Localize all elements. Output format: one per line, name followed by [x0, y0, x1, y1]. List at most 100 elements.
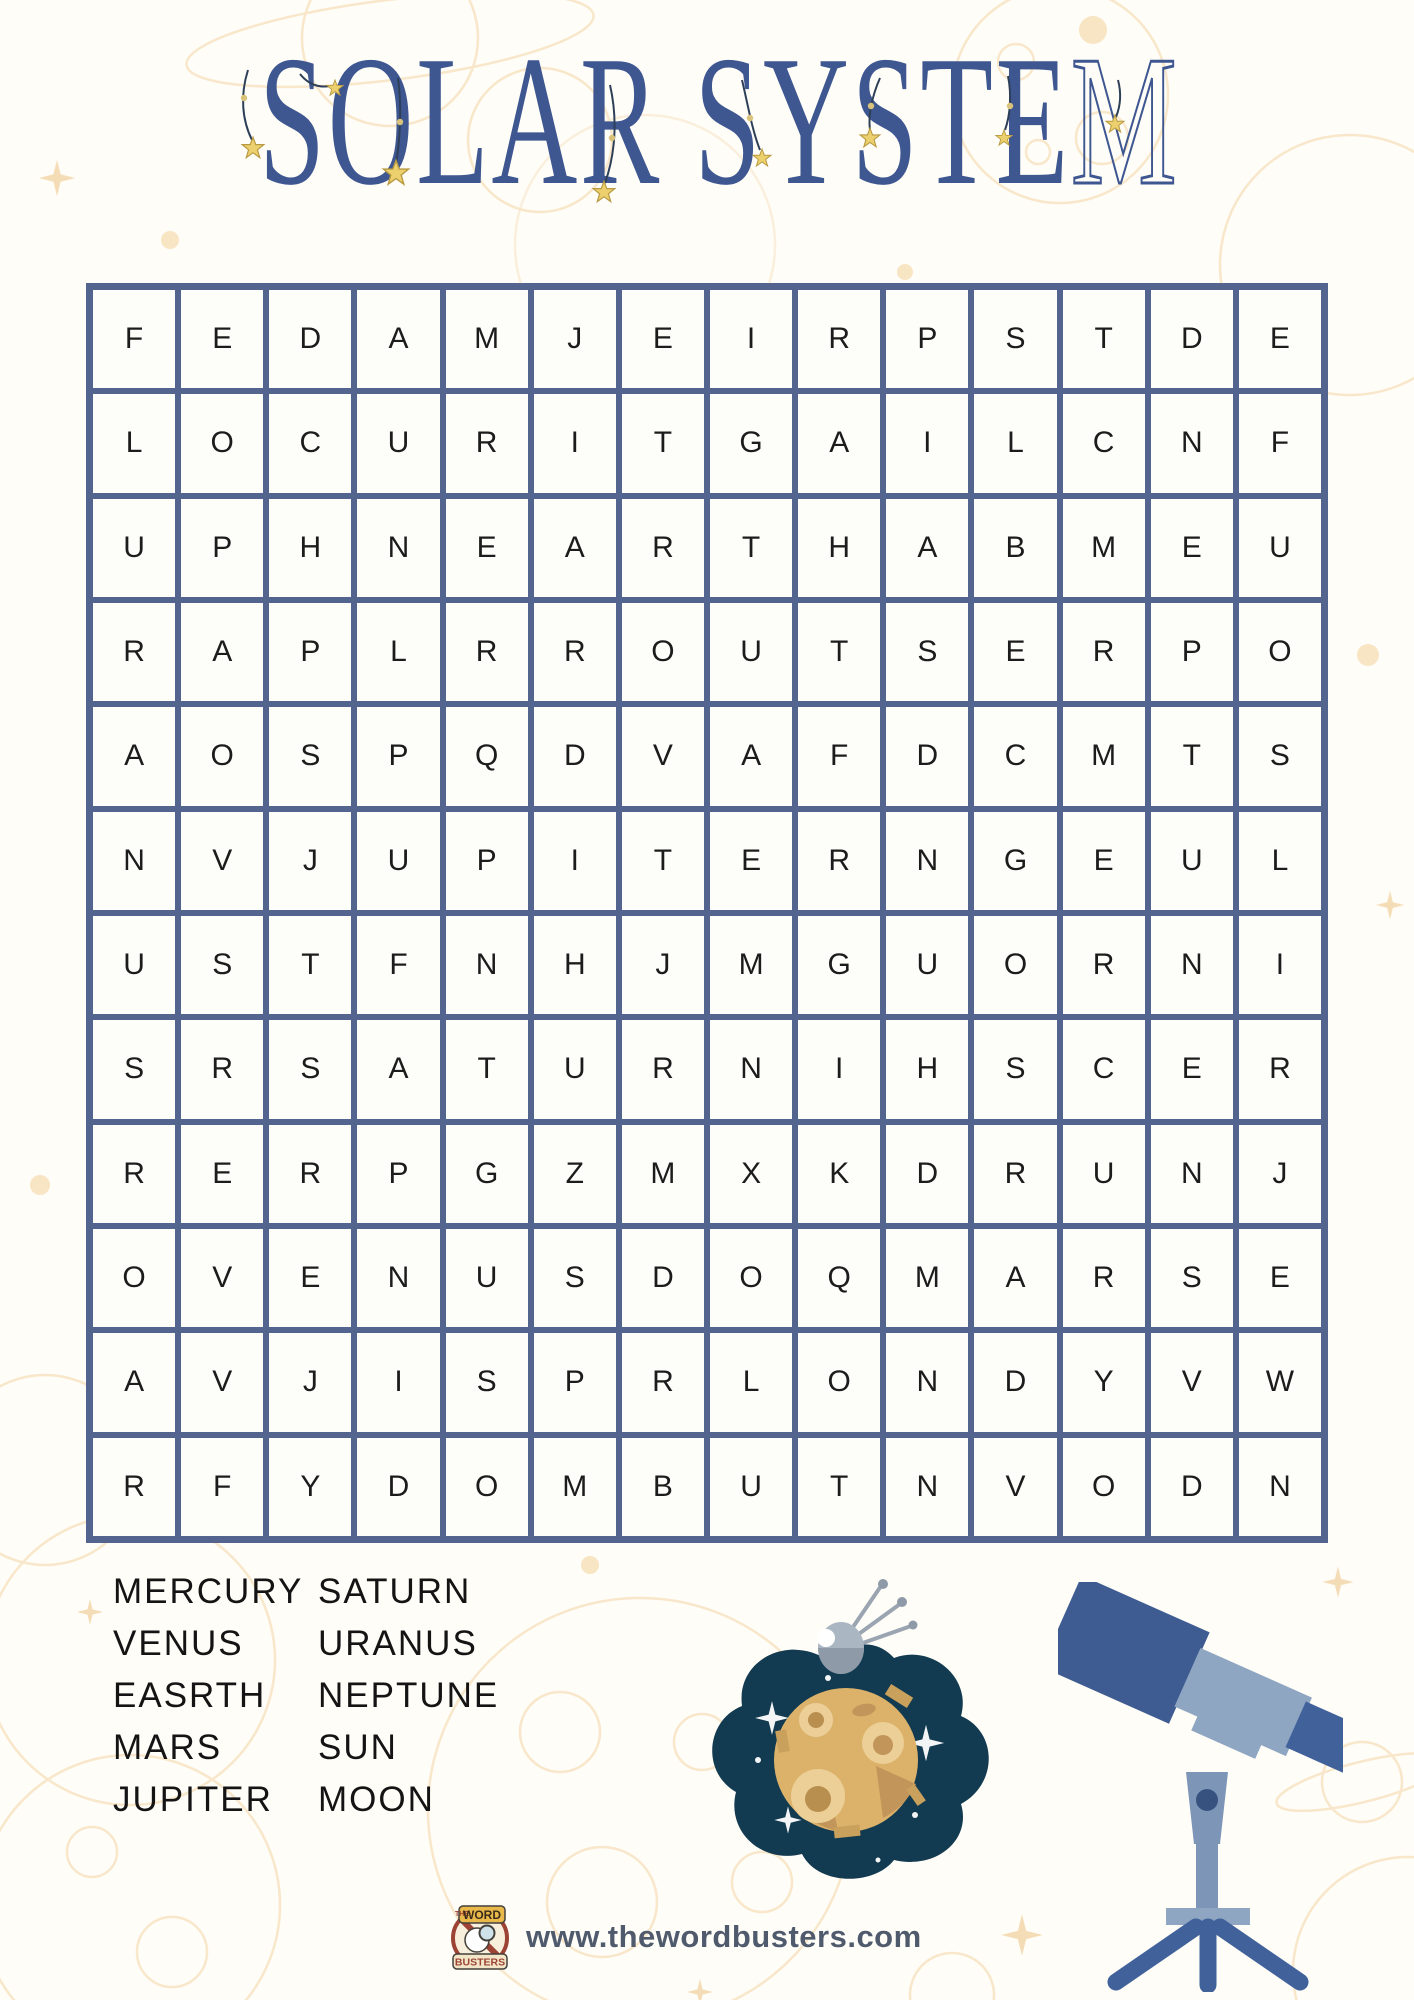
grid-cell-letter: P — [533, 1333, 616, 1432]
grid-cell-letter: D — [1150, 290, 1233, 389]
grid-cell-letter: B — [974, 498, 1057, 597]
grid-cell-letter: N — [357, 498, 440, 597]
grid-cell-letter: A — [533, 498, 616, 597]
grid-cell-letter: S — [886, 603, 969, 702]
grid-cell-letter: A — [798, 394, 881, 493]
grid-cell-letter: D — [886, 1124, 969, 1223]
grid-cell-letter: C — [1062, 394, 1145, 493]
grid-cell-letter: N — [886, 1333, 969, 1432]
wordbusters-logo: THE WORD BUSTERS — [451, 1905, 509, 1970]
grid-cell-letter: V — [181, 1333, 264, 1432]
grid-cell-letter: U — [445, 1229, 528, 1328]
satellite — [817, 1579, 918, 1674]
grid-cell-letter: R — [621, 1020, 704, 1119]
grid-cell-letter: D — [621, 1229, 704, 1328]
grid-cell-letter: A — [93, 1333, 176, 1432]
telescope-tripod — [1107, 1918, 1309, 1992]
grid-cell-letter: E — [710, 811, 793, 910]
grid-cell-letter: G — [798, 916, 881, 1015]
telescope-back-box — [1058, 1582, 1210, 1724]
grid-cell-letter: R — [181, 1020, 264, 1119]
grid-cell-letter: S — [1150, 1229, 1233, 1328]
word-list-right-column: SATURN URANUS NEPTUNE SUN MOON — [318, 1566, 499, 1826]
grid-cell-letter: N — [710, 1020, 793, 1119]
grid-cell-letter: Q — [445, 707, 528, 806]
grid-cell-letter: P — [181, 498, 264, 597]
word-list-item: MARS — [113, 1728, 223, 1767]
grid-cell-letter: U — [533, 1020, 616, 1119]
grid-cell-letter: T — [1150, 707, 1233, 806]
grid-cell-letter: N — [886, 811, 969, 910]
grid-cell-letter: Y — [1062, 1333, 1145, 1432]
grid-cell-letter: S — [445, 1333, 528, 1432]
grid-cell-letter: P — [886, 290, 969, 389]
grid-cell-letter: G — [974, 811, 1057, 910]
grid-cell-letter: F — [798, 707, 881, 806]
grid-cell-letter: D — [1150, 1437, 1233, 1536]
grid-cell-letter: R — [798, 290, 881, 389]
grid-cell-letter: I — [886, 394, 969, 493]
grid-cell-letter: O — [621, 603, 704, 702]
grid-cell-letter: N — [1150, 916, 1233, 1015]
grid-cell-letter: R — [93, 1124, 176, 1223]
grid-cell-letter: U — [93, 916, 176, 1015]
website-url[interactable]: www.thewordbusters.com — [526, 1919, 922, 1954]
telescope-front-tube — [1285, 1701, 1343, 1779]
grid-cell-letter: T — [621, 811, 704, 910]
grid-cell-letter: O — [181, 394, 264, 493]
grid-cell-letter: D — [533, 707, 616, 806]
grid-cell-letter: N — [445, 916, 528, 1015]
grid-cell-letter: R — [798, 811, 881, 910]
grid-cell-letter: O — [1062, 1437, 1145, 1536]
page-title-outline: M — [1070, 18, 1180, 224]
grid-cell-letter: O — [181, 707, 264, 806]
moon — [774, 1684, 926, 1839]
grid-cell-letter: T — [445, 1020, 528, 1119]
grid-cell-letter: A — [181, 603, 264, 702]
grid-cell-letter: E — [1238, 290, 1321, 389]
telescope-mid-tube — [1174, 1648, 1312, 1757]
grid-cell-letter: A — [974, 1229, 1057, 1328]
grid-cell-letter: F — [357, 916, 440, 1015]
grid-cell-letter: R — [269, 1124, 352, 1223]
grid-cell-letter: V — [1150, 1333, 1233, 1432]
grid-cell-letter: T — [621, 394, 704, 493]
grid-cell-letter: O — [710, 1229, 793, 1328]
grid-cell-letter: O — [798, 1333, 881, 1432]
word-list-item: MOON — [318, 1780, 435, 1819]
grid-cell-letter: J — [269, 1333, 352, 1432]
grid-cell-letter: T — [1062, 290, 1145, 389]
grid-cell-letter: I — [533, 811, 616, 910]
grid-cell-letter: R — [1062, 603, 1145, 702]
grid-cell-letter: D — [886, 707, 969, 806]
grid-cell-letter: A — [710, 707, 793, 806]
grid-cell-letter: D — [974, 1333, 1057, 1432]
grid-cell-letter: E — [1238, 1229, 1321, 1328]
word-list-item: URANUS — [318, 1624, 478, 1663]
grid-cell-letter: D — [269, 290, 352, 389]
grid-cell-letter: S — [974, 290, 1057, 389]
grid-cell-letter: N — [93, 811, 176, 910]
grid-cell-letter: P — [269, 603, 352, 702]
page-title-solid: SOLAR SYSTE — [258, 18, 1071, 224]
grid-cell-letter: H — [886, 1020, 969, 1119]
grid-cell-letter: U — [357, 394, 440, 493]
grid-cell-letter: K — [798, 1124, 881, 1223]
grid-cell-letter: P — [357, 707, 440, 806]
grid-cell-letter: O — [974, 916, 1057, 1015]
word-list-left-column: MERCURY VENUS EASRTH MARS JUPITER — [113, 1566, 318, 1826]
logo-text-the: THE — [455, 1911, 469, 1918]
grid-cell-letter: T — [798, 603, 881, 702]
grid-cell-letter: E — [1150, 498, 1233, 597]
grid-cell-letter: M — [886, 1229, 969, 1328]
grid-cell-letter: R — [974, 1124, 1057, 1223]
grid-cell-letter: L — [974, 394, 1057, 493]
grid-cell-letter: V — [974, 1437, 1057, 1536]
grid-cell-letter: R — [445, 603, 528, 702]
word-list: MERCURY VENUS EASRTH MARS JUPITER SATURN URAN… — [113, 1566, 499, 1826]
logo-text-word: WORD — [463, 1908, 501, 1922]
grid-cell-letter: E — [181, 1124, 264, 1223]
word-list-item: SATURN — [318, 1572, 472, 1611]
grid-cell-letter: L — [710, 1333, 793, 1432]
